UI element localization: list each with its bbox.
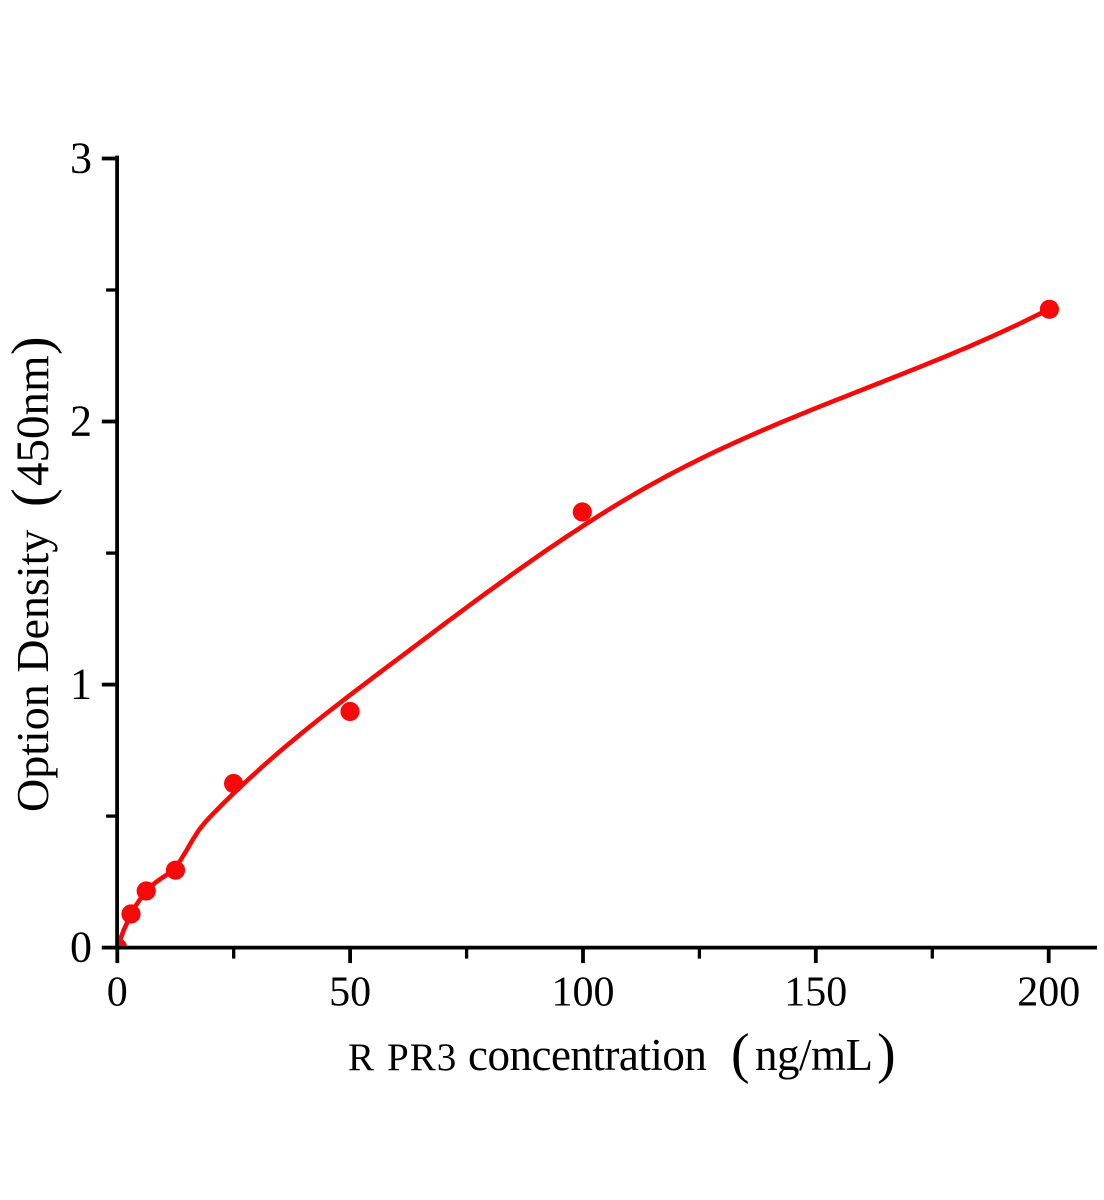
svg-text:R: R (348, 1036, 374, 1079)
svg-text:PR3: PR3 (387, 1036, 457, 1079)
svg-text:200: 200 (1017, 970, 1080, 1016)
svg-text:1: 1 (70, 660, 92, 709)
svg-text:3: 3 (70, 134, 92, 183)
svg-text:ng/mL: ng/mL (755, 1030, 873, 1080)
svg-text:150: 150 (784, 970, 847, 1016)
svg-text:450nm: 450nm (7, 355, 59, 486)
svg-text:): ) (1, 336, 63, 355)
svg-text:50: 50 (329, 970, 371, 1016)
svg-text:(: ( (1, 488, 63, 507)
svg-text:(: ( (731, 1023, 750, 1085)
svg-text:0: 0 (107, 970, 128, 1016)
svg-text:Option Density: Option Density (7, 530, 58, 812)
svg-text:0: 0 (70, 923, 92, 972)
svg-text:): ) (877, 1023, 896, 1085)
svg-text:2: 2 (70, 397, 92, 446)
svg-text:concentration: concentration (468, 1030, 706, 1080)
svg-text:100: 100 (552, 970, 615, 1016)
